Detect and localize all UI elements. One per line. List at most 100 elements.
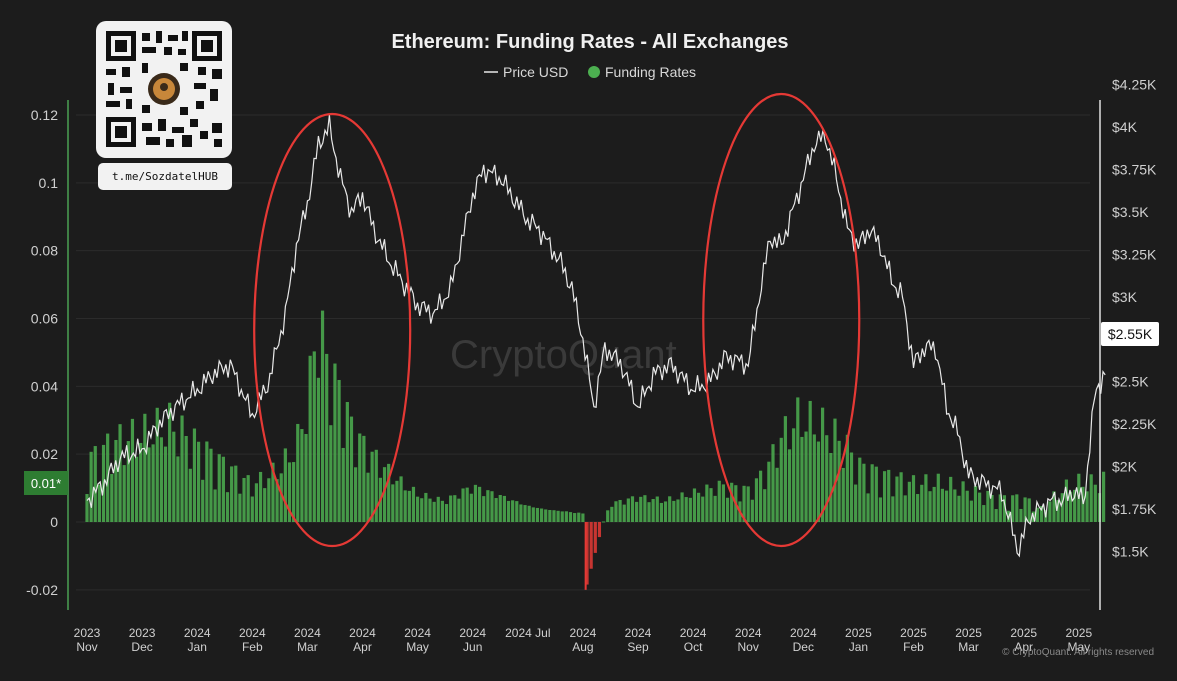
funding-bar-27	[196, 441, 201, 522]
y-right-tick-9: $2K	[1112, 459, 1138, 475]
x-tick-month-2: Jan	[188, 640, 207, 654]
funding-bar-105	[519, 504, 523, 522]
funding-bar-177	[816, 441, 821, 522]
funding-bar-118	[573, 513, 577, 522]
funding-bar-negative-spike	[584, 522, 587, 590]
funding-bar-175	[808, 400, 812, 522]
funding-bar-57	[320, 310, 325, 522]
funding-bar-103	[511, 500, 515, 522]
funding-bar-184	[845, 434, 849, 522]
funding-bar-16	[151, 444, 155, 522]
funding-bar-167	[775, 467, 779, 522]
funding-bar-188	[862, 463, 866, 522]
funding-bar-120	[581, 513, 585, 522]
funding-bar-111	[544, 509, 548, 522]
funding-bar-33	[221, 456, 225, 522]
funding-bar-152	[713, 495, 717, 522]
funding-bar-37	[238, 493, 242, 522]
funding-bars	[85, 310, 1106, 590]
funding-bar-133	[635, 501, 639, 522]
price-series-line	[86, 114, 1106, 558]
funding-bar-171	[792, 428, 796, 522]
funding-bar-115	[560, 511, 564, 522]
funding-bar-125	[601, 521, 606, 523]
funding-bar-73	[387, 463, 391, 522]
x-tick-month-18: May	[1067, 640, 1090, 654]
funding-bar-196	[895, 476, 899, 522]
funding-bar-3	[97, 484, 101, 522]
funding-bar-87	[444, 504, 449, 522]
funding-bar-186	[854, 484, 858, 522]
funding-bar-174	[804, 431, 808, 522]
funding-bar-134	[639, 496, 643, 522]
funding-bar-126	[606, 510, 610, 522]
funding-bar-218	[986, 490, 990, 522]
funding-bar-96	[482, 496, 486, 522]
funding-bar-117	[568, 512, 573, 522]
funding-bar-112	[548, 509, 552, 522]
funding-bar-170	[787, 449, 792, 522]
funding-bar-44	[267, 478, 271, 522]
funding-bar-88	[449, 495, 453, 522]
funding-bar-65	[354, 467, 358, 522]
funding-bar-137	[651, 499, 655, 522]
funding-bar-29	[205, 441, 209, 522]
x-tick-month-4: Mar	[297, 640, 318, 654]
y-right-tick-8: $2.25K	[1112, 416, 1157, 432]
funding-bar-242	[1085, 491, 1089, 522]
funding-bar-207	[940, 488, 945, 522]
funding-bar-60	[333, 363, 337, 522]
funding-bar-106	[523, 505, 527, 522]
x-tick-month-1: Dec	[131, 640, 152, 654]
funding-bar-199	[907, 481, 911, 522]
funding-bar-235	[1056, 500, 1060, 522]
funding-bar-7	[114, 439, 118, 522]
funding-bar-13	[139, 442, 143, 522]
funding-bar-90	[457, 498, 461, 522]
funding-bar-36	[234, 465, 238, 522]
funding-bar-43	[263, 488, 267, 522]
x-tick-month-6: May	[406, 640, 429, 654]
funding-bar-109	[535, 507, 540, 522]
funding-bar-128	[614, 501, 618, 522]
x-tick-year-4: 2024	[294, 626, 321, 640]
current-price-badge: $2.55K	[1101, 322, 1159, 346]
funding-bar-156	[730, 482, 734, 522]
x-tick-year-11: 2024	[680, 626, 707, 640]
funding-bar-32	[217, 454, 221, 522]
funding-bar-162	[754, 478, 759, 522]
funding-bar-34	[225, 492, 230, 522]
funding-bar-200	[911, 475, 916, 522]
funding-bar-182	[837, 440, 841, 522]
funding-bar-243	[1089, 474, 1093, 522]
funding-bar-190	[870, 464, 874, 522]
y-right-tick-2: $3.75K	[1112, 161, 1157, 177]
funding-bar-122	[589, 522, 593, 569]
annotation-ellipse-1	[253, 112, 412, 548]
funding-bar-53	[304, 433, 308, 522]
funding-bar-131	[626, 498, 630, 522]
y-left-tick-6: 0	[50, 514, 58, 530]
footer-copyright: © CryptoQuant. All rights reserved	[1002, 647, 1154, 658]
x-tick-month-11: Oct	[684, 640, 703, 654]
x-tick-month-9: Aug	[572, 640, 593, 654]
funding-bar-144	[680, 492, 684, 522]
funding-bar-147	[692, 488, 697, 522]
funding-bar-0	[85, 494, 89, 522]
x-tick-year-14: 2025	[845, 626, 872, 640]
x-tick-month-3: Feb	[242, 640, 263, 654]
x-tick-month-13: Dec	[793, 640, 814, 654]
legend-price-label: Price USD	[503, 64, 568, 80]
funding-bar-93	[469, 493, 473, 522]
funding-bar-225	[1015, 494, 1019, 522]
qr-handle-label: t.me/SozdatelHUB	[98, 163, 232, 190]
funding-bar-68	[366, 472, 370, 522]
funding-bar-238	[1068, 491, 1073, 522]
x-tick-year-5: 2024	[349, 626, 376, 640]
y-left-tick-4: 0.04	[31, 378, 58, 394]
funding-bar-231	[1040, 506, 1044, 522]
funding-bar-129	[618, 499, 622, 522]
funding-bar-59	[329, 425, 333, 522]
funding-bar-55	[312, 351, 316, 522]
funding-bar-30	[209, 448, 213, 522]
